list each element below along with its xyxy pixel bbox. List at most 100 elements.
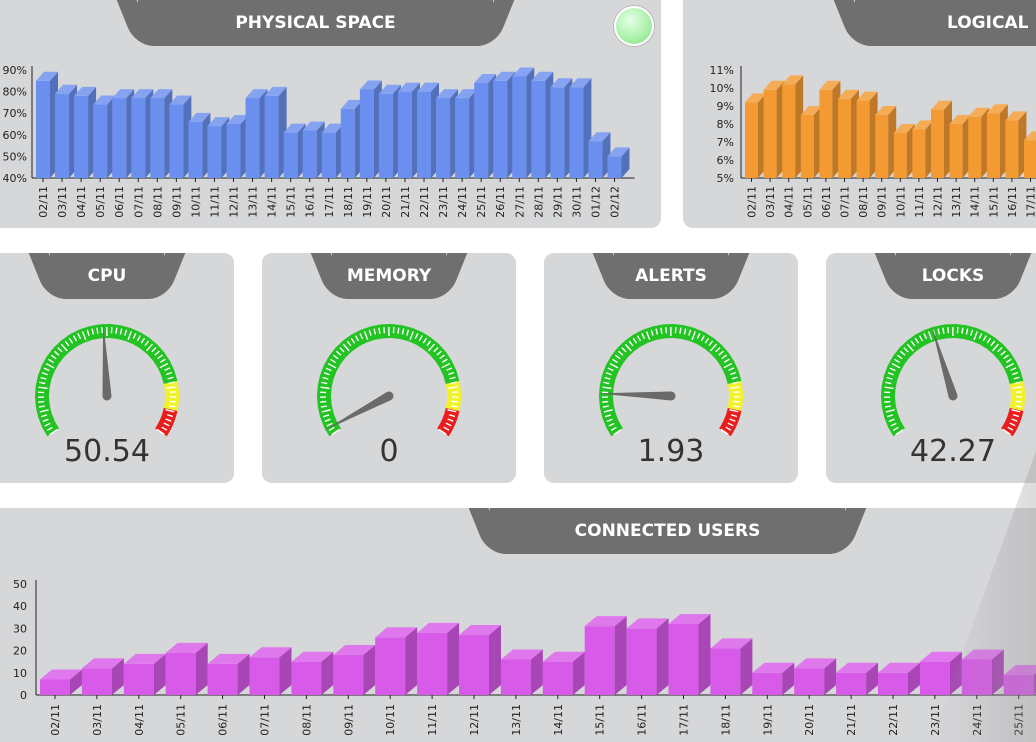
bar xyxy=(207,117,230,178)
bar-top xyxy=(123,653,166,664)
gauge-tick xyxy=(607,367,614,372)
bar xyxy=(875,106,897,178)
bar-front xyxy=(1024,140,1036,178)
bar-front xyxy=(763,89,777,178)
gauge-tick xyxy=(602,405,609,408)
bar-top xyxy=(474,73,497,83)
x-tick-label: 02/11 xyxy=(49,704,62,736)
gauge-tick xyxy=(322,414,330,418)
bar xyxy=(626,618,669,695)
gauge-tick xyxy=(41,372,48,376)
x-tick-label: 02/12 xyxy=(609,186,622,218)
bar xyxy=(893,124,915,178)
bar-front xyxy=(359,89,374,178)
bar xyxy=(93,95,116,178)
x-tick-label: 13/11 xyxy=(247,186,260,218)
bar xyxy=(986,104,1008,178)
bar-top xyxy=(397,82,420,92)
bar xyxy=(794,658,837,695)
gauge-tick xyxy=(359,333,364,340)
gauge-tick xyxy=(1007,426,1014,431)
locks-panel: LOCKS 42.27 xyxy=(826,253,1036,483)
bar-top xyxy=(36,71,58,81)
bar-top xyxy=(112,89,135,99)
bar-front xyxy=(493,80,508,178)
x-tick-label: 14/11 xyxy=(969,186,982,218)
bar-front xyxy=(74,95,89,178)
gauge-tick xyxy=(60,343,68,352)
gauge-tick xyxy=(892,426,899,431)
gauge-tick xyxy=(723,362,733,369)
cpu-gauge: 50.54 xyxy=(35,322,179,469)
bar-side xyxy=(656,618,669,695)
gauge-tick xyxy=(604,376,611,380)
gauge-tick xyxy=(144,340,150,347)
gauge-tick xyxy=(368,329,372,336)
gauge-tick xyxy=(156,428,165,435)
gauge-tick xyxy=(124,329,128,336)
gauge-tick xyxy=(887,372,894,376)
memory-panel: MEMORY 0 xyxy=(262,253,516,483)
bar xyxy=(493,71,516,178)
gauge-tick xyxy=(43,367,50,372)
y-tick-label: 30 xyxy=(13,622,27,635)
bar xyxy=(542,651,585,695)
gauge-tick xyxy=(890,422,897,427)
bar-front xyxy=(378,93,393,178)
gauge-tick xyxy=(363,331,369,341)
gauge-tick xyxy=(885,409,895,413)
gauge-tick xyxy=(321,409,331,413)
gauge-tick xyxy=(679,327,682,334)
gauge-tick xyxy=(50,354,57,360)
y-tick-label: 40 xyxy=(13,600,27,613)
bar-front xyxy=(836,672,867,695)
bar xyxy=(375,627,418,695)
bar xyxy=(949,115,971,178)
bar-front xyxy=(569,87,584,178)
gauge-tick xyxy=(320,386,330,390)
gauge-band xyxy=(437,408,460,437)
y-tick-label: 10% xyxy=(710,82,734,95)
gauge-tick xyxy=(166,371,173,376)
bar-side xyxy=(405,627,418,695)
x-tick-label: 22/11 xyxy=(418,186,431,218)
bar-front xyxy=(878,672,908,695)
gauge-needle xyxy=(323,392,392,431)
gauge-tick xyxy=(1010,367,1017,371)
connected-users-title: CONNECTED USERS xyxy=(490,508,845,554)
gauge-band xyxy=(881,324,1024,437)
gauge-tick xyxy=(433,346,439,353)
gauge-tick xyxy=(330,358,336,364)
x-tick-label: 15/11 xyxy=(285,186,298,218)
gauge-tick xyxy=(327,363,337,369)
bar-side xyxy=(824,658,837,695)
y-tick-label: 90% xyxy=(3,64,27,77)
gauge-tick xyxy=(46,426,53,431)
x-tick-label: 07/11 xyxy=(839,186,852,218)
gauge-tick xyxy=(1015,400,1022,403)
bar-front xyxy=(856,100,870,178)
bar-top xyxy=(626,618,669,629)
gauge-tick xyxy=(64,340,70,347)
bar-front xyxy=(283,132,298,178)
memory-gauge: 0 xyxy=(317,324,461,469)
bar-top xyxy=(607,147,630,157)
bar-side xyxy=(195,642,208,695)
gauge-tick xyxy=(660,327,663,334)
gauge-tick xyxy=(328,426,335,431)
x-tick-label: 11/11 xyxy=(913,186,926,218)
gauge-tick xyxy=(38,400,45,403)
bar xyxy=(919,651,962,695)
gauge-tick xyxy=(159,362,169,369)
gauge-tick xyxy=(332,354,339,360)
gauge-tick xyxy=(715,346,721,353)
bar-side xyxy=(614,616,627,695)
gauge-tick xyxy=(450,381,457,384)
gauge-tick xyxy=(650,329,654,336)
bar xyxy=(131,89,154,178)
y-tick-label: 10 xyxy=(13,667,27,680)
gauge-tick xyxy=(602,386,612,390)
bar-top xyxy=(875,106,897,115)
x-tick-label: 02/11 xyxy=(37,186,50,218)
x-tick-label: 03/11 xyxy=(91,704,104,736)
